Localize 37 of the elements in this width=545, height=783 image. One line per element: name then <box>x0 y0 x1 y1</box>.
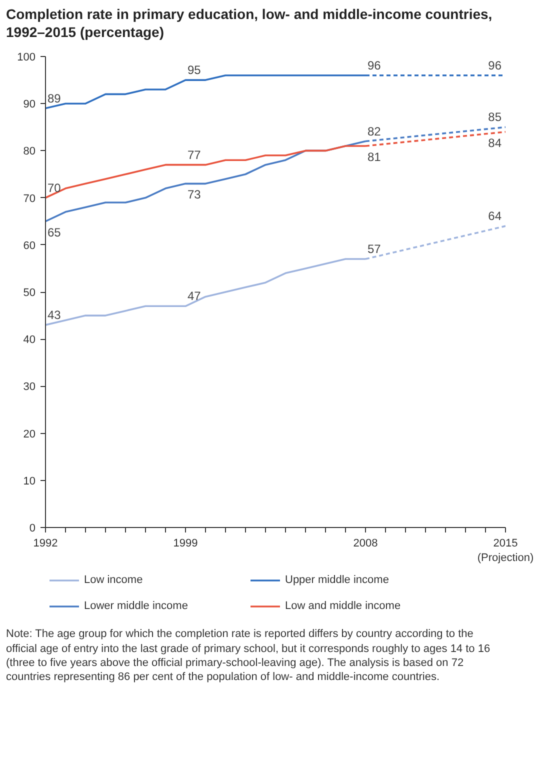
text: Note: The age group for which the completion rate is reported differs by country according to the official age of entry into the last grade of primary school, but it corresponds roughly to ages 14 to 16 (three to five years above the official primary-school-leaving age). The analysis is based on 72 countries representing 86 per cent of the population of low- and middle-income countries. <box>6 627 492 685</box>
x-tick-label: 1992 <box>33 538 58 550</box>
legend-label: Low income <box>84 574 144 586</box>
x-tick-label: 2008 <box>353 538 378 550</box>
data-label: 43 <box>48 308 62 322</box>
y-tick-label: 80 <box>23 146 36 158</box>
x-tick-label: 1999 <box>173 538 198 550</box>
y-tick-label: 40 <box>23 334 36 346</box>
data-label: 47 <box>188 290 202 304</box>
data-label: 77 <box>188 148 202 162</box>
data-label: 89 <box>48 92 62 106</box>
y-tick-label: 100 <box>17 52 36 64</box>
data-label: 70 <box>48 181 62 196</box>
legend-label: Low and middle income <box>285 600 402 612</box>
data-label: 96 <box>488 58 502 73</box>
y-tick-label: 30 <box>23 382 36 394</box>
x-tick-label: 2015 (Projection) <box>477 538 534 564</box>
data-label: 82 <box>368 124 382 139</box>
data-label: 65 <box>48 226 62 240</box>
data-label: 57 <box>368 242 382 256</box>
y-tick-label: 90 <box>23 98 36 111</box>
y-tick-label: 20 <box>23 428 36 441</box>
legend-label: Upper middle income <box>285 574 390 586</box>
data-label: 96 <box>368 58 382 73</box>
data-label: 81 <box>368 150 382 164</box>
data-label: 85 <box>488 110 502 125</box>
data-label: 84 <box>488 136 502 150</box>
chart-title: Completion rate in primary education, low- and middle-income countries, 1992–2015 (percentage) <box>6 6 492 40</box>
data-label: 73 <box>188 188 202 202</box>
data-label: 95 <box>188 63 202 78</box>
y-tick-label: 70 <box>23 193 36 206</box>
data-label: 64 <box>488 209 502 224</box>
y-tick-label: 60 <box>23 240 36 252</box>
legend-label: Lower middle income <box>84 600 189 612</box>
y-tick-label: 0 <box>29 522 36 535</box>
y-tick-label: 10 <box>23 476 36 488</box>
y-tick-label: 50 <box>23 287 36 300</box>
